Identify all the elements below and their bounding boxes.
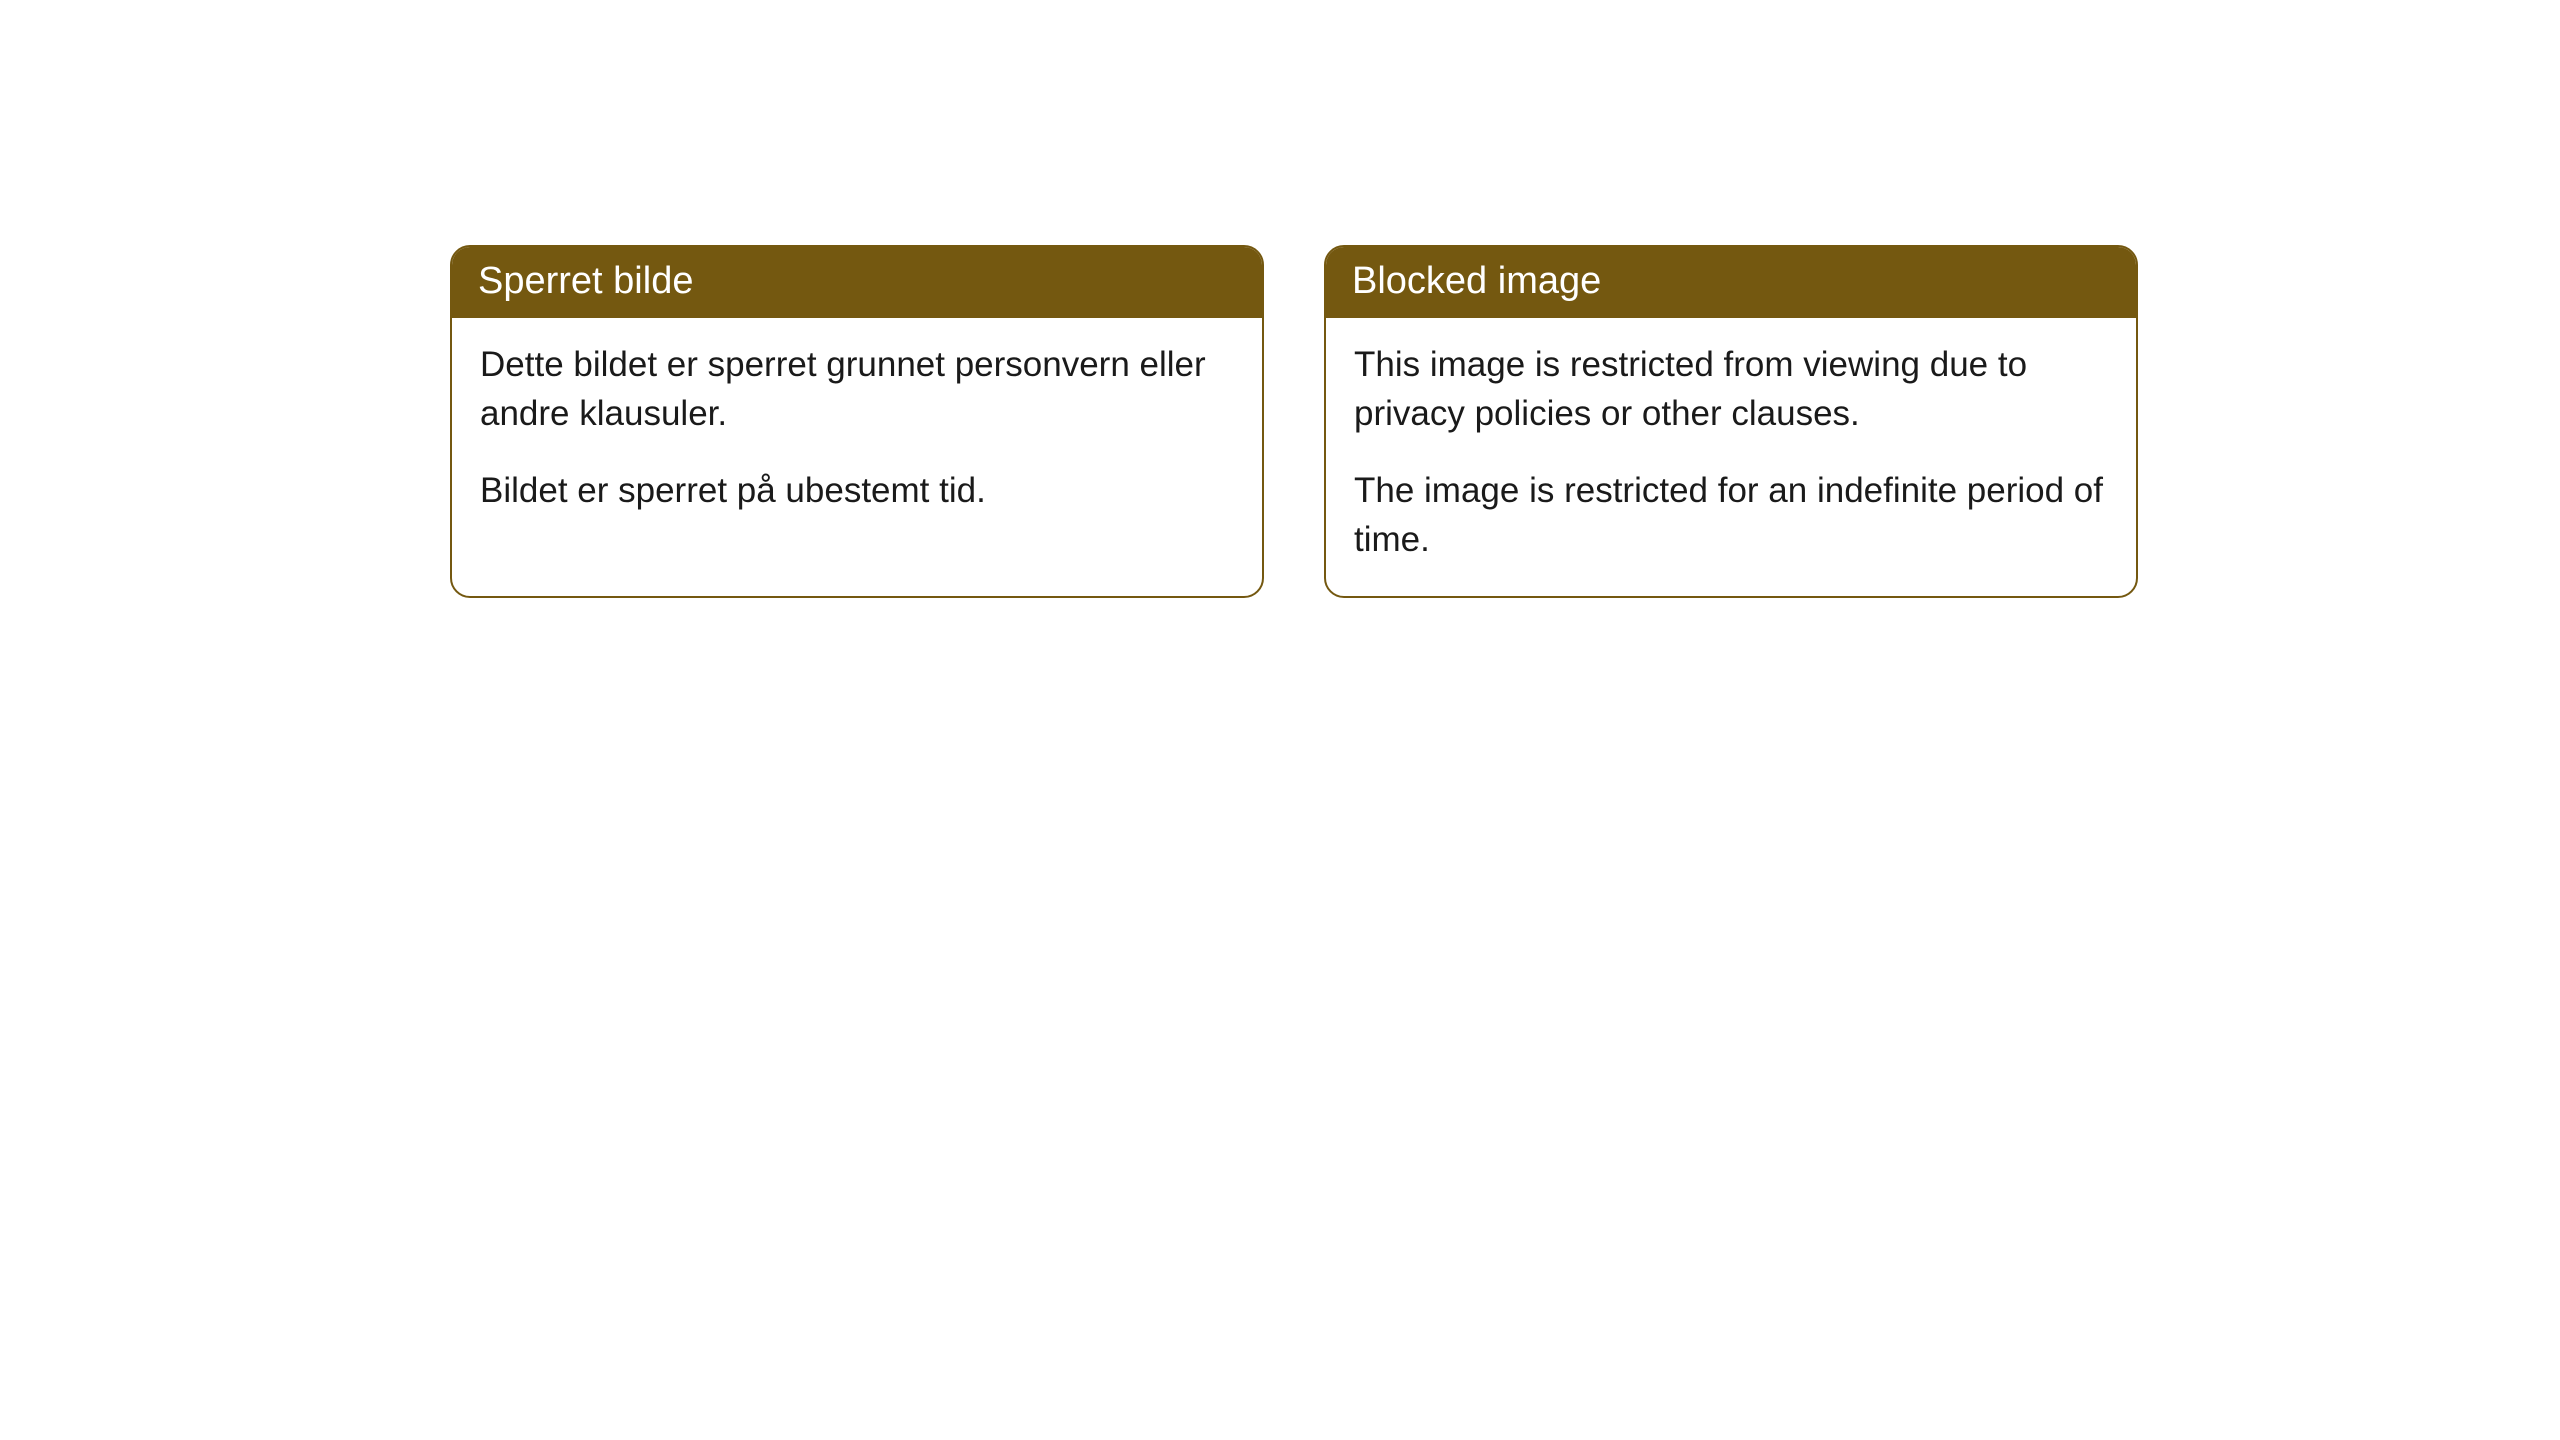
card-paragraph: The image is restricted for an indefinit… — [1354, 466, 2108, 564]
card-body-english: This image is restricted from viewing du… — [1326, 318, 2136, 596]
card-header-english: Blocked image — [1326, 247, 2136, 318]
blocked-image-card-norwegian: Sperret bilde Dette bildet er sperret gr… — [450, 245, 1264, 598]
notice-cards-container: Sperret bilde Dette bildet er sperret gr… — [450, 245, 2138, 598]
card-paragraph: This image is restricted from viewing du… — [1354, 340, 2108, 438]
blocked-image-card-english: Blocked image This image is restricted f… — [1324, 245, 2138, 598]
card-header-norwegian: Sperret bilde — [452, 247, 1262, 318]
card-body-norwegian: Dette bildet er sperret grunnet personve… — [452, 318, 1262, 547]
card-paragraph: Dette bildet er sperret grunnet personve… — [480, 340, 1234, 438]
card-paragraph: Bildet er sperret på ubestemt tid. — [480, 466, 1234, 515]
